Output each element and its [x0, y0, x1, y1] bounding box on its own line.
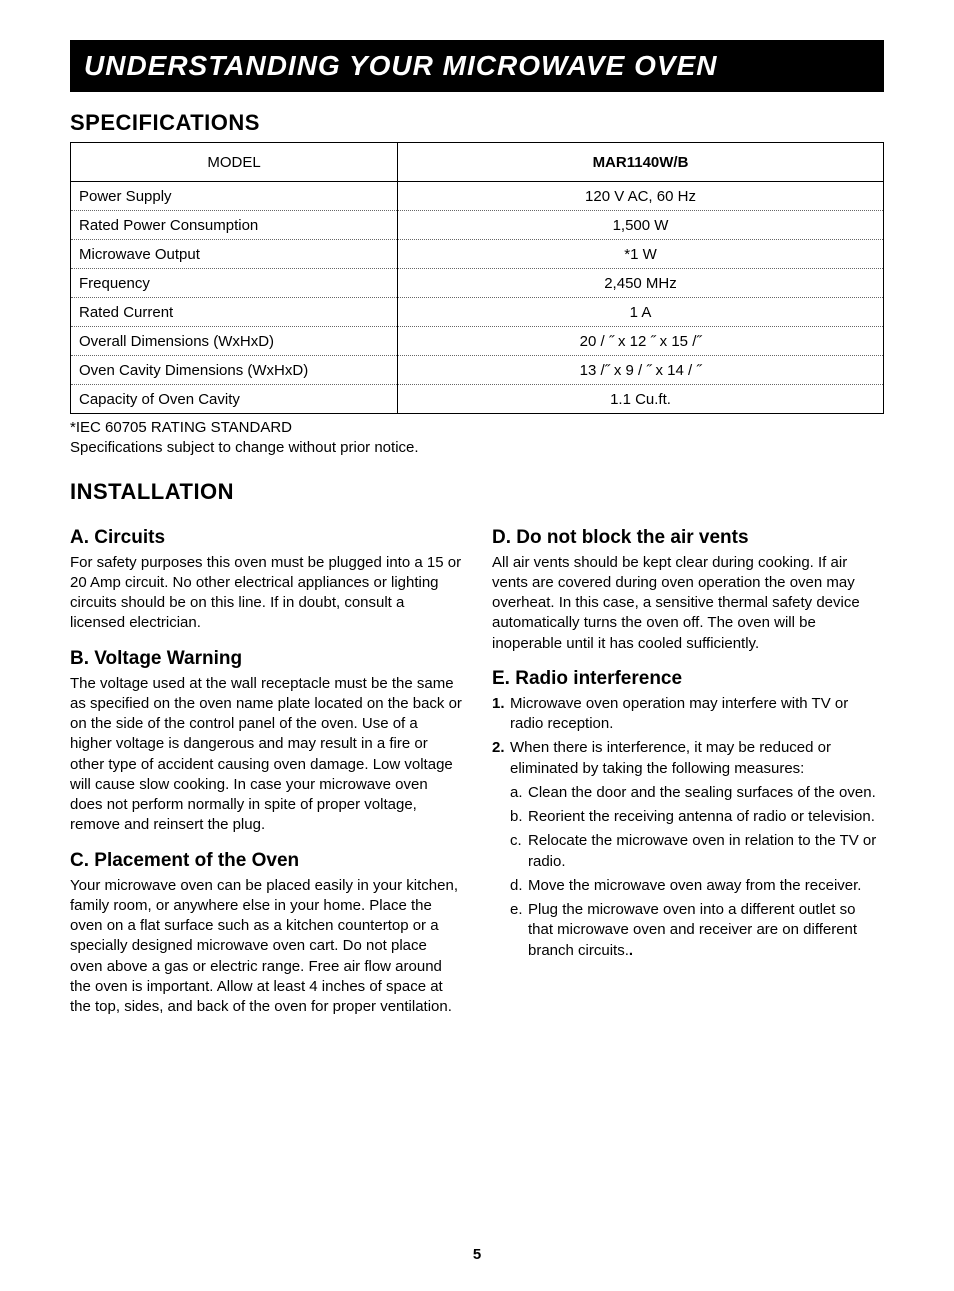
model-header-label: MODEL: [71, 143, 398, 182]
specifications-body: Power Supply 120 V AC, 60 Hz Rated Power…: [71, 182, 884, 414]
table-row: Frequency 2,450 MHz: [71, 269, 884, 298]
section-d-body: All air vents should be kept clear durin…: [492, 553, 884, 654]
table-row: Rated Current 1 A: [71, 298, 884, 327]
spec-label: Oven Cavity Dimensions (WxHxD): [71, 356, 398, 385]
section-d-title: D. Do not block the air vents: [492, 527, 884, 549]
sublist-item: d. Move the microwave oven away from the…: [510, 876, 884, 896]
section-b-body: The voltage used at the wall receptacle …: [70, 674, 462, 836]
sublist-text: Plug the microwave oven into a different…: [528, 900, 884, 961]
list-text: When there is interference, it may be re…: [510, 738, 884, 965]
model-header-value: MAR1140W/B: [398, 143, 884, 182]
specifications-table: MODEL MAR1140W/B Power Supply 120 V AC, …: [70, 142, 884, 414]
spec-value: 2,450 MHz: [398, 269, 884, 298]
specifications-heading: SPECIFICATIONS: [70, 110, 884, 136]
table-row: Overall Dimensions (WxHxD) 20 / ˝ x 12 ˝…: [71, 327, 884, 356]
table-row: Power Supply 120 V AC, 60 Hz: [71, 182, 884, 211]
list-text-inner: When there is interference, it may be re…: [510, 739, 831, 776]
list-item: 2. When there is interference, it may be…: [492, 738, 884, 965]
section-a-title: A. Circuits: [70, 527, 462, 549]
spec-label: Rated Power Consumption: [71, 211, 398, 240]
list-item: 1. Microwave oven operation may interfer…: [492, 694, 884, 735]
sublist-text-inner: Plug the microwave oven into a different…: [528, 901, 857, 959]
table-header-row: MODEL MAR1140W/B: [71, 143, 884, 182]
spec-value: 120 V AC, 60 Hz: [398, 182, 884, 211]
sublist-letter: b.: [510, 807, 528, 827]
spec-value: 13 /˝ x 9 / ˝ x 14 / ˝: [398, 356, 884, 385]
manual-page: UNDERSTANDING YOUR MICROWAVE OVEN SPECIF…: [0, 0, 954, 1291]
spec-note-1: *IEC 60705 RATING STANDARD: [70, 418, 884, 438]
right-column: D. Do not block the air vents All air ve…: [492, 513, 884, 1028]
spec-value: *1 W: [398, 240, 884, 269]
spec-value: 1 A: [398, 298, 884, 327]
sublist-letter: d.: [510, 876, 528, 896]
specifications-notes: *IEC 60705 RATING STANDARD Specification…: [70, 418, 884, 459]
table-row: Oven Cavity Dimensions (WxHxD) 13 /˝ x 9…: [71, 356, 884, 385]
sublist-item: c. Relocate the microwave oven in relati…: [510, 831, 884, 872]
sublist-item: a. Clean the door and the sealing surfac…: [510, 783, 884, 803]
section-e-title: E. Radio interference: [492, 668, 884, 690]
installation-columns: A. Circuits For safety purposes this ove…: [70, 513, 884, 1028]
spec-label: Frequency: [71, 269, 398, 298]
spec-value: 20 / ˝ x 12 ˝ x 15 /˝: [398, 327, 884, 356]
spec-note-2: Specifications subject to change without…: [70, 438, 884, 458]
list-text: Microwave oven operation may interfere w…: [510, 694, 884, 735]
sublist-letter: e.: [510, 900, 528, 961]
spec-label: Power Supply: [71, 182, 398, 211]
installation-heading: INSTALLATION: [70, 479, 884, 505]
sublist-text: Clean the door and the sealing surfaces …: [528, 783, 884, 803]
section-c-body: Your microwave oven can be placed easily…: [70, 876, 462, 1018]
list-number: 1.: [492, 694, 510, 735]
page-number: 5: [0, 1246, 954, 1263]
table-row: Microwave Output *1 W: [71, 240, 884, 269]
table-row: Capacity of Oven Cavity 1.1 Cu.ft.: [71, 385, 884, 414]
spec-label: Capacity of Oven Cavity: [71, 385, 398, 414]
section-a-body: For safety purposes this oven must be pl…: [70, 553, 462, 634]
sublist-text: Reorient the receiving antenna of radio …: [528, 807, 884, 827]
sublist-text: Relocate the microwave oven in relation …: [528, 831, 884, 872]
spec-label: Overall Dimensions (WxHxD): [71, 327, 398, 356]
spec-label: Rated Current: [71, 298, 398, 327]
sublist-text: Move the microwave oven away from the re…: [528, 876, 884, 896]
section-e-list: 1. Microwave oven operation may interfer…: [492, 694, 884, 965]
section-c-title: C. Placement of the Oven: [70, 850, 462, 872]
section-b-title: B. Voltage Warning: [70, 648, 462, 670]
spec-value: 1,500 W: [398, 211, 884, 240]
sublist-item: b. Reorient the receiving antenna of rad…: [510, 807, 884, 827]
list-number: 2.: [492, 738, 510, 965]
left-column: A. Circuits For safety purposes this ove…: [70, 513, 462, 1028]
sublist-item: e. Plug the microwave oven into a differ…: [510, 900, 884, 961]
section-e-sublist: a. Clean the door and the sealing surfac…: [510, 783, 884, 961]
table-row: Rated Power Consumption 1,500 W: [71, 211, 884, 240]
spec-value: 1.1 Cu.ft.: [398, 385, 884, 414]
page-title: UNDERSTANDING YOUR MICROWAVE OVEN: [84, 50, 717, 81]
sublist-letter: a.: [510, 783, 528, 803]
sublist-letter: c.: [510, 831, 528, 872]
page-title-bar: UNDERSTANDING YOUR MICROWAVE OVEN: [70, 40, 884, 92]
spec-label: Microwave Output: [71, 240, 398, 269]
